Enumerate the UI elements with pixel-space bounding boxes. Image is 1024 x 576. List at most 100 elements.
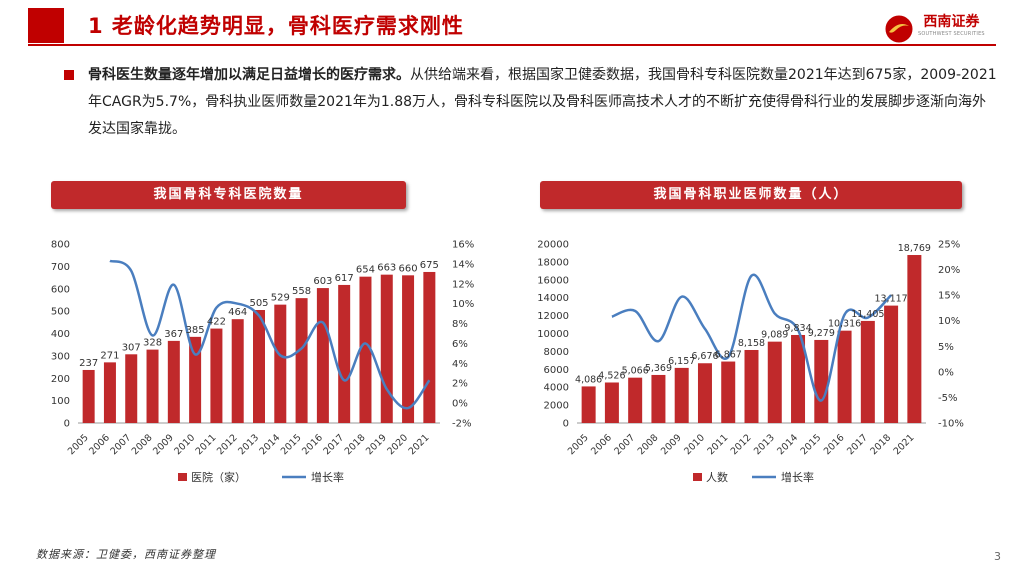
x-tick-label: 2008 — [130, 432, 155, 457]
bar — [581, 386, 596, 423]
y-left-tick-label: 20000 — [537, 240, 569, 251]
y-left-tick-label: 4000 — [544, 383, 569, 394]
bar-value-label: 529 — [271, 293, 290, 304]
x-tick-label: 2021 — [407, 432, 432, 457]
bar-value-label: 6,676 — [691, 351, 718, 362]
y-left-tick-label: 100 — [51, 396, 70, 407]
bar — [697, 363, 712, 423]
bar-value-label: 18,769 — [898, 243, 931, 254]
x-tick-label: 2016 — [822, 432, 847, 457]
y-right-tick-label: 0% — [938, 367, 954, 378]
y-left-tick-label: 2000 — [544, 401, 569, 412]
y-right-tick-label: 4% — [452, 359, 468, 370]
body-text: 从供给端来看，根据国家卫健委数据，我国骨科专科医院数量2021年达到675家，2… — [88, 67, 997, 137]
x-tick-label: 2010 — [682, 432, 707, 457]
page-title: 1 老龄化趋势明显，骨科医疗需求刚性 — [88, 14, 464, 38]
legend-label: 增长率 — [311, 470, 344, 484]
bar-value-label: 11,405 — [851, 309, 884, 320]
bar — [814, 339, 829, 423]
data-source: 数据来源：卫健委，西南证券整理 — [36, 548, 216, 561]
y-right-tick-label: -10% — [938, 419, 964, 430]
bar — [125, 354, 138, 423]
bar-value-label: 385 — [186, 325, 205, 336]
growth-rate-line — [611, 273, 892, 402]
bar-value-label: 5,066 — [622, 366, 649, 377]
x-tick-label: 2011 — [705, 432, 730, 457]
bar — [253, 310, 265, 423]
header-red-block — [28, 8, 64, 43]
y-left-tick-label: 16000 — [537, 275, 569, 286]
y-right-tick-label: 25% — [938, 240, 960, 251]
bar — [316, 288, 329, 423]
growth-rate-line — [109, 259, 431, 410]
bar-value-label: 464 — [228, 307, 247, 318]
bar — [295, 298, 308, 423]
bar-value-label: 9,279 — [808, 328, 835, 339]
bar-value-label: 5,369 — [645, 363, 672, 374]
bar-value-label: 13,117 — [874, 294, 907, 305]
bar — [721, 361, 736, 423]
bar-value-label: 4,526 — [598, 370, 625, 381]
bar-value-label: 603 — [313, 276, 332, 287]
body-paragraph: 骨科医生数量逐年增加以满足日益增长的医疗需求。从供给端来看，根据国家卫健委数据，… — [88, 62, 1000, 143]
bar-value-label: 6,157 — [668, 356, 695, 367]
bar — [189, 336, 202, 423]
x-tick-label: 2017 — [321, 432, 346, 457]
bar-value-label: 307 — [122, 342, 141, 353]
company-logo: 西南证券 SOUTHWEST SECURITIES — [884, 14, 985, 44]
legend-label: 增长率 — [781, 470, 814, 484]
bar — [674, 367, 689, 423]
bar-value-label: 6,867 — [715, 350, 742, 361]
x-tick-label: 2014 — [775, 432, 800, 457]
y-left-tick-label: 12000 — [537, 311, 569, 322]
legend-bar-swatch — [693, 473, 702, 481]
bar — [210, 328, 223, 423]
bar-value-label: 328 — [143, 338, 162, 349]
y-right-tick-label: 5% — [938, 342, 954, 353]
x-tick-label: 2012 — [215, 432, 240, 457]
bar — [767, 341, 782, 423]
bar — [837, 330, 852, 423]
bullet-square-icon — [64, 70, 74, 80]
bar-value-label: 271 — [100, 350, 119, 361]
bar — [651, 374, 666, 423]
bar-value-label: 8,158 — [738, 338, 765, 349]
x-tick-label: 2009 — [659, 432, 684, 457]
bar-value-label: 10,316 — [828, 319, 861, 330]
bar-value-label: 367 — [164, 329, 183, 340]
x-tick-label: 2009 — [151, 432, 176, 457]
bar — [604, 382, 619, 423]
bar — [146, 349, 159, 423]
x-tick-label: 2019 — [364, 432, 389, 457]
y-left-tick-label: 300 — [51, 351, 70, 362]
x-tick-label: 2015 — [799, 432, 824, 457]
bar — [402, 275, 415, 423]
bar-value-label: 4,086 — [575, 374, 602, 385]
bar — [338, 284, 351, 423]
y-right-tick-label: 10% — [452, 299, 474, 310]
y-right-tick-label: -2% — [452, 419, 471, 430]
bar — [907, 255, 922, 423]
x-tick-label: 2014 — [258, 432, 283, 457]
bar — [359, 276, 372, 423]
y-right-tick-label: 2% — [452, 379, 468, 390]
y-left-tick-label: 10000 — [537, 329, 569, 340]
bar — [423, 271, 436, 423]
bar — [103, 362, 116, 423]
x-tick-label: 2016 — [300, 432, 325, 457]
bar-value-label: 654 — [356, 265, 375, 276]
y-left-tick-label: 18000 — [537, 257, 569, 268]
y-left-tick-label: 8000 — [544, 347, 569, 358]
y-left-tick-label: 700 — [51, 262, 70, 273]
y-left-tick-label: 0 — [563, 419, 569, 430]
bar-value-label: 617 — [335, 273, 354, 284]
chart-title-doctors: 我国骨科职业医师数量（人） — [540, 181, 962, 209]
y-left-tick-label: 6000 — [544, 365, 569, 376]
header-divider — [28, 44, 996, 46]
bar — [860, 320, 875, 423]
bar — [231, 319, 244, 423]
x-tick-label: 2006 — [589, 432, 614, 457]
x-tick-label: 2017 — [845, 432, 870, 457]
x-tick-label: 2011 — [194, 432, 219, 457]
bar — [744, 349, 759, 423]
